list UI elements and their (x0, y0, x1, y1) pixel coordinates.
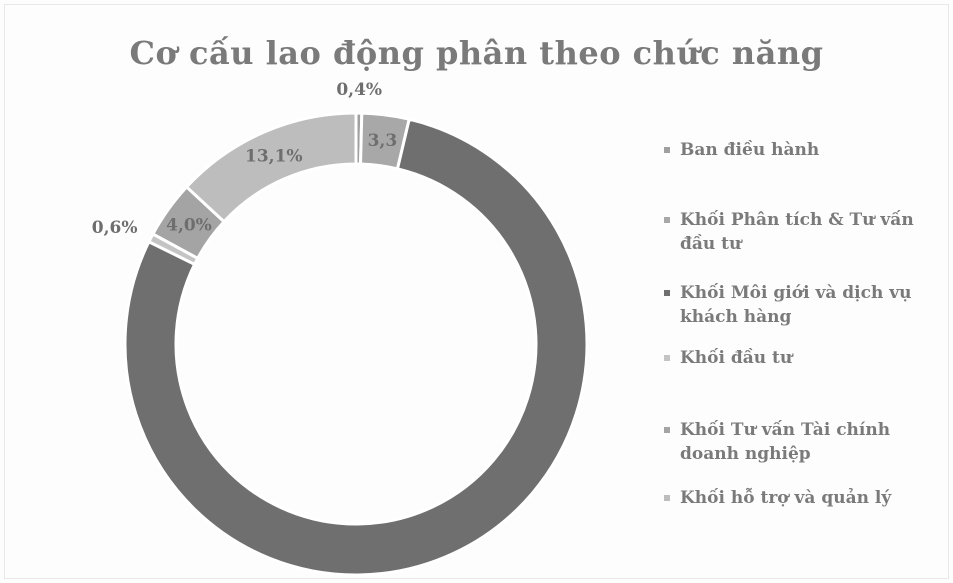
data-label-ho-tro-quan-ly: 13,1% (245, 147, 303, 167)
legend-item-phan-tich: Khối Phân tích & Tư vấn đầu tư (664, 208, 949, 256)
data-label-tu-van-tai-chinh: 4,0% (166, 215, 212, 235)
legend-label: Khối hỗ trợ và quản lý (680, 488, 892, 508)
legend-swatch (664, 427, 670, 433)
legend-label: Khối Phân tích & Tư vấn đầu tư (680, 210, 914, 254)
chart-frame (4, 4, 949, 579)
legend-item-dau-tu: Khối đầu tư (664, 346, 949, 370)
slice-labels: 0,4% 3,3 0,6% 4,0% 13,1% (92, 80, 397, 238)
slice-ho-tro-quan-ly (184, 111, 358, 224)
legend-swatch (664, 355, 670, 361)
legend-item-ban-dieu-hanh: Ban điều hành (664, 138, 949, 162)
legend-swatch (664, 147, 670, 153)
data-label-dau-tu: 0,6% (92, 218, 138, 238)
legend-swatch (664, 495, 670, 501)
legend-label: Khối Môi giới và dịch vụ khách hàng (680, 283, 912, 327)
legend-label: Ban điều hành (680, 140, 820, 160)
slice-moi-gioi (123, 117, 589, 577)
legend-item-tu-van-tai-chinh: Khối Tư vấn Tài chính doanh nghiệp (664, 418, 949, 466)
legend-label: Khối Tư vấn Tài chính doanh nghiệp (680, 420, 891, 464)
donut-slices (123, 111, 589, 577)
legend-item-moi-gioi: Khối Môi giới và dịch vụ khách hàng (664, 281, 949, 329)
data-label-phan-tich: 3,3 (368, 131, 398, 151)
legend-swatch (664, 217, 670, 223)
legend-swatch (664, 290, 670, 296)
legend-label: Khối đầu tư (680, 348, 793, 368)
legend-item-ho-tro-quan-ly: Khối hỗ trợ và quản lý (664, 486, 949, 510)
data-label-ban-dieu-hanh: 0,4% (336, 80, 382, 100)
chart-title: Cơ cấu lao động phân theo chức năng (129, 34, 824, 72)
